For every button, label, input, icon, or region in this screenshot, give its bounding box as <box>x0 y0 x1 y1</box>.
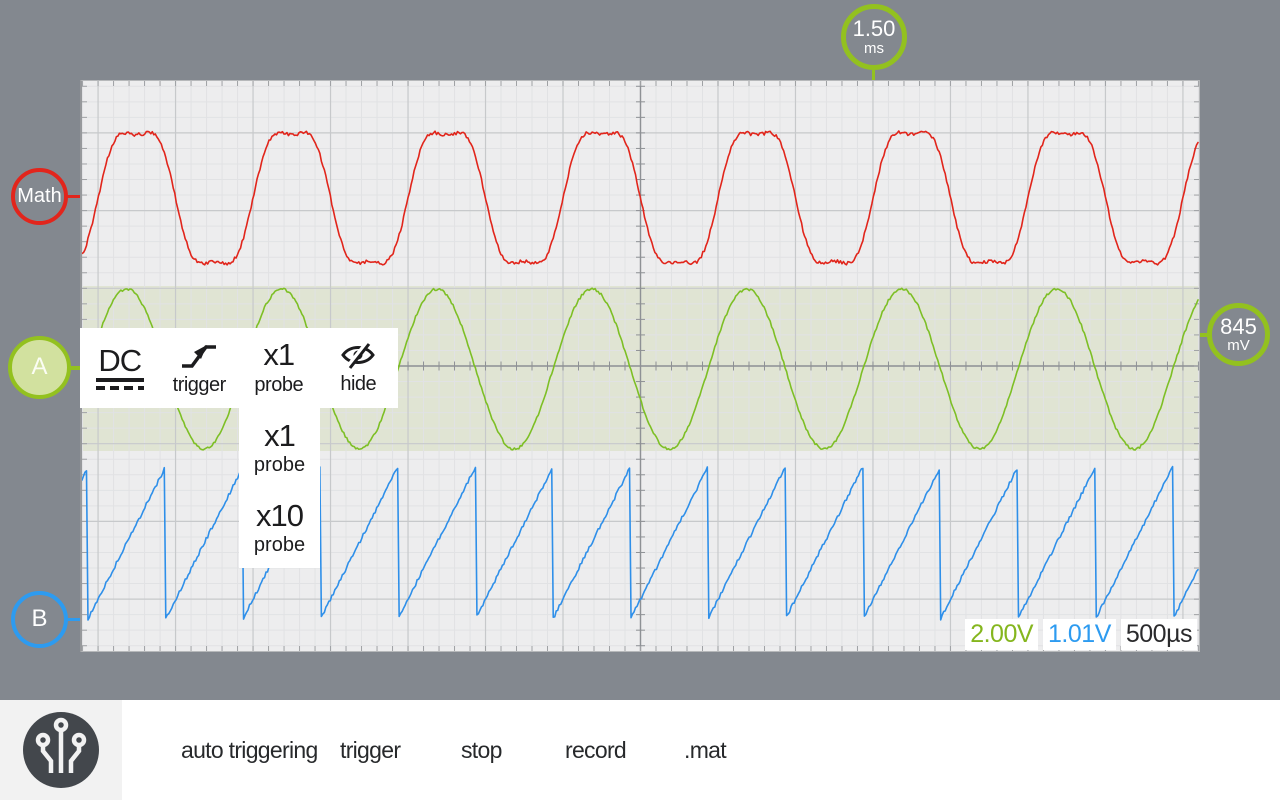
probe-option-x10-label: probe <box>253 533 306 556</box>
eye-off-icon <box>341 340 376 369</box>
probe-value: x1 <box>263 337 295 372</box>
channel-b-scale-chip[interactable]: 1.01V <box>1043 619 1116 650</box>
app-logo-icon <box>23 712 99 788</box>
timebase-stem <box>872 70 875 80</box>
channel-b-label: B <box>31 605 48 633</box>
trigger-edge-icon <box>182 344 217 368</box>
channel-a-settings-menu: DC trigger x1 probe hide <box>80 328 398 408</box>
trigger-control[interactable]: trigger <box>340 736 401 763</box>
timebase-badge[interactable]: 1.50 ms <box>841 4 907 70</box>
bottom-toolbar: auto triggering trigger stop record .mat… <box>0 700 1280 800</box>
channel-a-scale-chip[interactable]: 2.00V <box>965 619 1039 650</box>
auto-triggering-status[interactable]: auto triggering <box>181 736 318 763</box>
math-channel-stem <box>66 195 80 198</box>
timebase-scale-chip[interactable]: 500µs <box>1120 619 1197 650</box>
math-channel-label: Math <box>17 185 62 208</box>
scale-readouts: 2.00V 1.01V 500µs <box>965 619 1197 650</box>
coupling-value: DC <box>98 342 142 378</box>
trigger-menu-label: trigger <box>172 373 227 396</box>
voltage-marker-stem <box>1200 333 1209 337</box>
voltage-unit: mV <box>1227 337 1250 355</box>
record-control[interactable]: record <box>565 736 627 763</box>
channel-b-badge[interactable]: B <box>11 591 68 648</box>
probe-dropdown: x1 probe x10 probe <box>239 408 320 568</box>
coupling-menu-item[interactable]: DC <box>80 328 160 408</box>
probe-option-x1-label: probe <box>253 453 306 476</box>
probe-option-x1[interactable]: x1 probe <box>239 408 320 488</box>
voltage-marker-badge[interactable]: 845 mV <box>1207 303 1270 366</box>
probe-option-x10[interactable]: x10 probe <box>239 488 320 568</box>
probe-menu-item[interactable]: x1 probe <box>239 328 319 408</box>
hide-menu-label: hide <box>340 372 377 395</box>
channel-b-stem <box>66 618 80 621</box>
probe-menu-label: probe <box>254 374 304 396</box>
timebase-unit: ms <box>864 39 884 57</box>
trigger-menu-item[interactable]: trigger <box>160 328 240 408</box>
channel-a-badge[interactable]: A <box>8 336 71 399</box>
hide-menu-item[interactable]: hide <box>319 328 399 408</box>
timebase-value: 1.50 <box>852 16 896 42</box>
stop-control[interactable]: stop <box>461 736 502 763</box>
app-logo-box <box>0 700 122 800</box>
probe-option-x10-value: x10 <box>256 497 304 533</box>
voltage-value: 845 <box>1220 313 1257 339</box>
channel-a-stem <box>69 366 80 370</box>
math-channel-badge[interactable]: Math <box>11 168 68 225</box>
dc-coupling-icon <box>95 377 144 390</box>
probe-option-x1-value: x1 <box>264 417 296 453</box>
channel-a-label: A <box>31 353 48 381</box>
mat-export-control[interactable]: .mat <box>684 736 727 763</box>
